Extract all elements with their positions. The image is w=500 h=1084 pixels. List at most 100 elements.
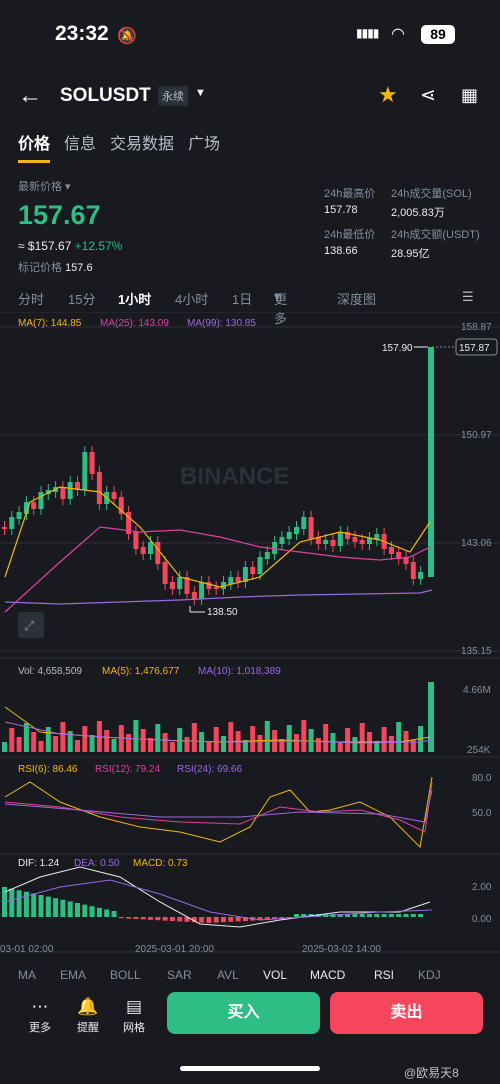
back-arrow-icon[interactable]: ← [18, 82, 42, 109]
indicator-tab-avl[interactable]: AVL [217, 968, 239, 982]
interval-1d[interactable]: 1日 [232, 292, 253, 307]
interval-4h[interactable]: 4小时 [175, 292, 209, 307]
candle-body [148, 542, 153, 554]
candle-body [403, 557, 409, 564]
volume-bar [75, 740, 80, 752]
interval-more[interactable]: 更多 ▾ [274, 289, 288, 326]
candle-body [242, 567, 248, 582]
interval-15m[interactable]: 15分 [68, 292, 96, 307]
favorite-star-icon[interactable]: ★ [378, 82, 398, 107]
indicator-tab-macd[interactable]: MACD [310, 968, 346, 982]
macd-histogram-bar [162, 917, 168, 921]
candle-body [279, 537, 285, 544]
volume-legend: Vol: 4,658,509 [18, 666, 82, 677]
more-button[interactable]: ⋯ 更多 [20, 997, 60, 1035]
volume-bar [53, 736, 59, 752]
candle-body [16, 512, 22, 519]
kline-chart[interactable]: BINANCE MA(7): 144.85 MA(25): 143.09 MA(… [0, 312, 500, 960]
rsi24-legend: RSI(24): 69.66 [177, 764, 242, 775]
more-dots-icon: ⋯ [31, 997, 49, 1016]
rsi-axis-label: 50.0 [472, 808, 492, 819]
symbol-title[interactable]: SOLUSDT [60, 85, 151, 106]
candle-body [250, 567, 256, 574]
symbol-dropdown-icon[interactable]: ▼ [195, 87, 206, 99]
rsi12-line [4, 781, 433, 833]
binance-watermark: BINANCE [180, 463, 289, 490]
indicator-tab-boll[interactable]: BOLL [110, 968, 141, 982]
low-label: 24h最低价 [324, 229, 376, 241]
indicator-tab-rsi[interactable]: RSI [374, 968, 395, 982]
macd-dif-legend: DIF: 1.24 [18, 858, 60, 869]
grid-trading-button[interactable]: ▤ 网格 [114, 997, 154, 1035]
tab-price[interactable]: 价格 [18, 130, 51, 163]
expand-arrows-icon[interactable]: ⤢ [24, 618, 34, 633]
low-marker: 138.50 [207, 607, 238, 618]
candle-body [228, 577, 234, 584]
volume-bar [104, 730, 110, 752]
candle-body [418, 572, 424, 579]
chart-settings-icon[interactable]: ☰ [462, 289, 474, 304]
price-axis-label: 150.97 [461, 430, 492, 441]
alert-button[interactable]: 🔔 提醒 [68, 997, 108, 1035]
macd-histogram-bar [96, 907, 102, 917]
candle-body [82, 452, 88, 490]
candle-body [428, 347, 434, 577]
macd-histogram-bar [337, 914, 343, 917]
sell-button[interactable]: 卖出 [330, 992, 483, 1034]
candle-body [367, 538, 372, 544]
interval-time-share[interactable]: 分时 [18, 292, 45, 307]
expand-icon[interactable] [18, 612, 44, 638]
macd-histogram-bar [272, 917, 278, 920]
ma7-legend: MA(7): 144.85 [18, 318, 82, 329]
high-marker: 157.90 [382, 343, 413, 354]
current-price-tag: 157.87 [459, 343, 490, 354]
candle-body [118, 497, 124, 514]
volume-ma10-legend: MA(10): 1,018,389 [198, 666, 281, 677]
contract-badge: 永续 [158, 86, 188, 106]
volume-bar [345, 728, 351, 752]
candle-body [38, 492, 44, 509]
macd-histogram-bar [23, 891, 29, 917]
volume-bar [199, 732, 205, 752]
indicator-tab-ma[interactable]: MA [18, 968, 36, 982]
latest-price-label[interactable]: 最新价格 ▾ [18, 181, 71, 193]
macd-histogram-bar [221, 917, 226, 923]
volume-bar [162, 733, 168, 752]
macd-histogram-bar [89, 906, 95, 917]
volume-bar [31, 732, 37, 752]
indicator-tab-ema[interactable]: EMA [60, 968, 87, 982]
macd-histogram-bar [228, 917, 234, 922]
volume-bar [67, 731, 73, 752]
tab-info[interactable]: 信息 [64, 136, 97, 153]
indicator-tab-kdj[interactable]: KDJ [418, 968, 441, 982]
tab-square[interactable]: 广场 [188, 136, 221, 153]
share-icon[interactable]: ⋖ [420, 85, 436, 106]
volume-bar [257, 735, 263, 752]
macd-dea-line [4, 879, 433, 921]
macd-histogram-bar [75, 903, 80, 917]
change-percent: +12.57% [74, 239, 123, 253]
volume-bar [60, 722, 66, 752]
volume-bar [428, 682, 434, 752]
buy-button[interactable]: 买入 [167, 992, 320, 1034]
indicator-tab-sar[interactable]: SAR [167, 968, 192, 982]
candle-body [45, 490, 51, 494]
macd-axis-label: 2.00 [472, 882, 492, 893]
volume-bar [2, 742, 7, 752]
macd-histogram-bar [133, 917, 139, 919]
macd-histogram-bar [301, 914, 307, 917]
macd-histogram-bar [140, 917, 146, 920]
candle-body [388, 547, 394, 554]
candle-body [323, 540, 329, 544]
candle-body [126, 512, 132, 534]
candle-body [2, 527, 7, 529]
last-price: 157.67 [18, 200, 101, 230]
grid-menu-icon[interactable]: ▦ [461, 85, 479, 105]
interval-depth[interactable]: 深度图 [337, 292, 377, 307]
volume-bar [388, 736, 394, 752]
rsi6-legend: RSI(6): 86.46 [18, 764, 78, 775]
indicator-tab-vol[interactable]: VOL [263, 968, 288, 982]
candle-body [177, 577, 183, 589]
tab-trading-data[interactable]: 交易数据 [110, 136, 175, 153]
interval-1h[interactable]: 1小时 [118, 292, 152, 307]
